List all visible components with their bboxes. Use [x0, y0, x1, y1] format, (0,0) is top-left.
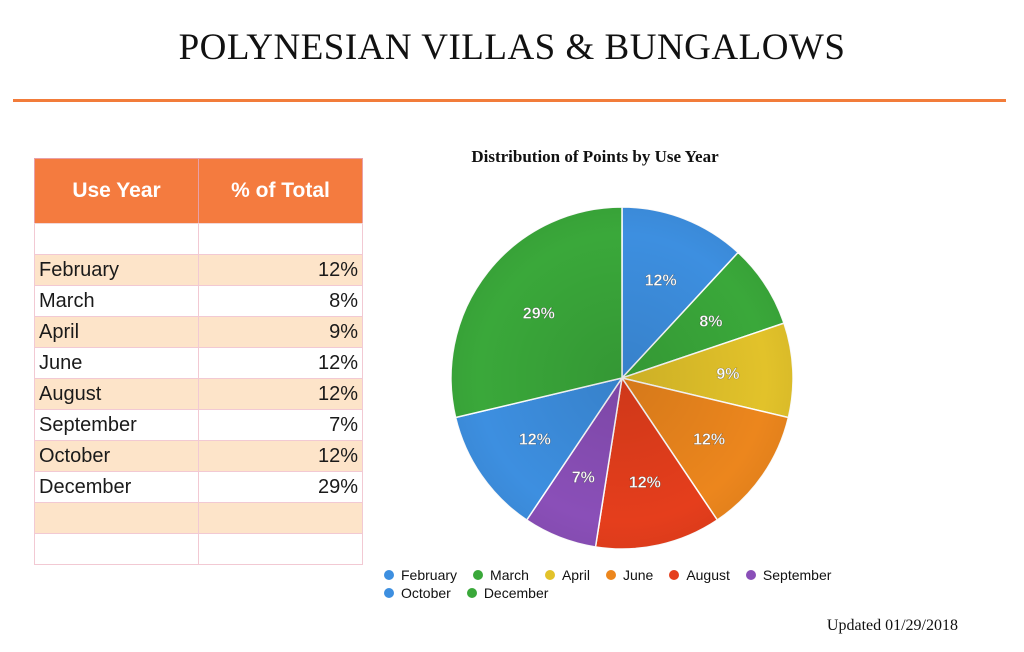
legend-item-august: August	[669, 566, 730, 584]
cell-percent	[198, 502, 363, 534]
use-year-table: Use Year % of Total February 12% March 8…	[34, 158, 363, 565]
chart-title: Distribution of Points by Use Year	[471, 147, 719, 166]
cell-percent: 8%	[198, 285, 363, 317]
legend-label: April	[561, 567, 590, 583]
pie-data-label: 12%	[645, 272, 677, 289]
pie-chart: 12% 8% 9% 12% 12% 7% 12% 29%	[450, 206, 794, 550]
updated-date: Updated 01/29/2018	[826, 617, 958, 634]
pie-data-label: 12%	[519, 431, 551, 448]
cell-percent: 12%	[198, 347, 363, 379]
legend-label: September	[762, 567, 832, 583]
cell-percent: 29%	[198, 471, 363, 503]
legend-label: February	[401, 567, 458, 583]
cell-percent: 12%	[198, 378, 363, 410]
cell-use-year	[34, 223, 199, 255]
legend-item-march: March	[473, 566, 529, 584]
table-row: September 7%	[34, 409, 363, 441]
table-row: April 9%	[34, 316, 363, 348]
cell-percent	[198, 533, 363, 565]
legend-item-december: December	[466, 584, 549, 602]
legend-swatch	[473, 570, 484, 580]
pie-data-label: 8%	[699, 313, 722, 330]
pie-data-label: 9%	[716, 366, 739, 383]
legend-item-october: October	[384, 584, 451, 602]
cell-use-year: March	[34, 285, 199, 317]
cell-use-year: February	[34, 254, 199, 286]
legend-swatch	[544, 570, 555, 580]
cell-percent: 12%	[198, 440, 363, 472]
chart-legend: February March April June August September Oct…	[384, 566, 854, 602]
header-percent-total: % of Total	[198, 158, 363, 224]
table-row: October 12%	[34, 440, 363, 472]
table-row: December 29%	[34, 471, 363, 503]
header-use-year: Use Year	[34, 158, 199, 224]
table-row: March 8%	[34, 285, 363, 317]
table-row: August 12%	[34, 378, 363, 410]
cell-use-year	[34, 533, 199, 565]
legend-swatch	[466, 588, 477, 598]
cell-use-year: April	[34, 316, 199, 348]
cell-use-year	[34, 502, 199, 534]
table-row: June 12%	[34, 347, 363, 379]
legend-swatch	[384, 588, 394, 598]
cell-percent: 7%	[198, 409, 363, 441]
legend-label: August	[686, 567, 730, 583]
pie-data-label: 29%	[523, 305, 555, 322]
cell-use-year: August	[34, 378, 199, 410]
table-header-row: Use Year % of Total	[34, 158, 363, 224]
table-row	[34, 502, 363, 534]
cell-percent: 9%	[198, 316, 363, 348]
cell-use-year: October	[34, 440, 199, 472]
cell-use-year: June	[34, 347, 199, 379]
pie-slices	[450, 206, 794, 550]
table-row: February 12%	[34, 254, 363, 286]
legend-row: February March April June August September Oct…	[384, 566, 854, 602]
legend-swatch	[384, 570, 394, 580]
pie-data-label: 7%	[572, 470, 595, 487]
cell-use-year: December	[34, 471, 199, 503]
legend-item-april: April	[544, 566, 590, 584]
title-divider	[13, 99, 1006, 102]
table-row	[34, 533, 363, 565]
cell-use-year: September	[34, 409, 199, 441]
legend-label: December	[483, 585, 549, 601]
legend-swatch	[669, 570, 680, 580]
legend-label: March	[490, 567, 529, 583]
page-title: POLYNESIAN VILLAS & BUNGALOWS	[178, 27, 846, 68]
legend-item-june: June	[605, 566, 654, 584]
cell-percent: 12%	[198, 254, 363, 286]
legend-swatch	[745, 570, 756, 580]
legend-label: October	[401, 585, 451, 601]
legend-item-february: February	[384, 566, 457, 584]
cell-percent	[198, 223, 363, 255]
legend-swatch	[605, 570, 616, 580]
legend-label: June	[622, 567, 654, 583]
legend-item-september: September	[745, 566, 832, 584]
pie-data-label: 12%	[629, 475, 661, 492]
table-row	[34, 223, 363, 255]
pie-data-label: 12%	[693, 431, 725, 448]
pie-labels: 12% 8% 9% 12% 12% 7% 12% 29%	[519, 272, 740, 492]
